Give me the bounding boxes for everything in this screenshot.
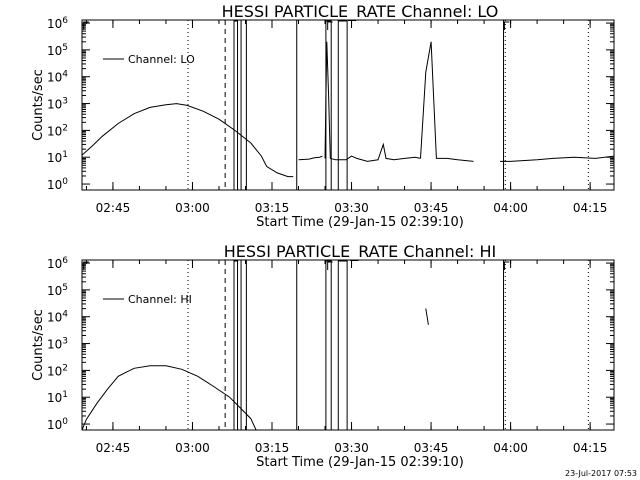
- y-tick-label: 105: [47, 43, 68, 58]
- x-tick-label: 04:15: [573, 201, 608, 215]
- y-tick-label: 103: [47, 97, 68, 112]
- chart-title: HESSI PARTICLE_RATE Channel: HI: [224, 242, 497, 262]
- x-tick-label: 02:45: [96, 201, 131, 215]
- y-tick-label: 100: [47, 417, 68, 432]
- x-axis-label: Start Time (29-Jan-15 02:39:10): [256, 455, 464, 470]
- x-tick-label: 02:45: [96, 441, 131, 455]
- y-axis-label: Counts/sec: [31, 69, 46, 141]
- y-tick-label: 104: [47, 310, 68, 325]
- x-tick-label: 03:30: [334, 201, 369, 215]
- corner-flag: [503, 261, 510, 270]
- x-tick-label: 03:00: [175, 441, 210, 455]
- x-tick-label: 04:00: [493, 201, 528, 215]
- y-tick-label: 106: [47, 16, 68, 31]
- series-line: [324, 41, 421, 162]
- y-tick-label: 102: [47, 363, 68, 378]
- series-line: [81, 365, 257, 431]
- x-tick-label: 04:15: [573, 441, 608, 455]
- x-tick-label: 03:15: [255, 441, 290, 455]
- timestamp-label: 23-Jul-2017 07:53: [565, 469, 637, 478]
- series-line: [500, 145, 615, 171]
- chart-panel-2: HESSI PARTICLE_RATE Channel: HI Start Tim…: [31, 242, 615, 470]
- y-tick-label: 104: [47, 70, 68, 85]
- y-tick-label: 106: [47, 256, 68, 271]
- x-tick-label: 03:45: [414, 441, 449, 455]
- y-tick-label: 100: [47, 177, 68, 192]
- x-axis-label: Start Time (29-Jan-15 02:39:10): [256, 215, 464, 230]
- y-tick-label: 102: [47, 123, 68, 138]
- series-line: [81, 103, 294, 178]
- series-line: [425, 308, 429, 325]
- y-tick-label: 103: [47, 337, 68, 352]
- x-tick-label: 03:30: [334, 441, 369, 455]
- legend-label: Channel: HI: [128, 293, 192, 306]
- x-tick-label: 03:45: [414, 201, 449, 215]
- x-tick-label: 03:00: [175, 201, 210, 215]
- y-tick-label: 105: [47, 283, 68, 298]
- corner-flag: [83, 261, 89, 270]
- y-tick-label: 101: [47, 150, 68, 165]
- x-tick-label: 03:15: [255, 201, 290, 215]
- y-tick-label: 101: [47, 390, 68, 405]
- corner-flag: [327, 21, 333, 30]
- series-line: [420, 41, 474, 162]
- corner-flag: [83, 21, 89, 30]
- series-line: [298, 155, 323, 161]
- legend-label: Channel: LO: [128, 53, 195, 66]
- x-tick-label: 04:00: [493, 441, 528, 455]
- chart-title: HESSI PARTICLE_RATE Channel: LO: [222, 2, 499, 22]
- corner-flag: [503, 21, 510, 30]
- corner-flag: [327, 261, 333, 270]
- y-axis-label: Counts/sec: [31, 309, 46, 381]
- plot-frame: [81, 259, 615, 431]
- chart-panel-1: HESSI PARTICLE_RATE Channel: LO Start Tim…: [31, 2, 615, 230]
